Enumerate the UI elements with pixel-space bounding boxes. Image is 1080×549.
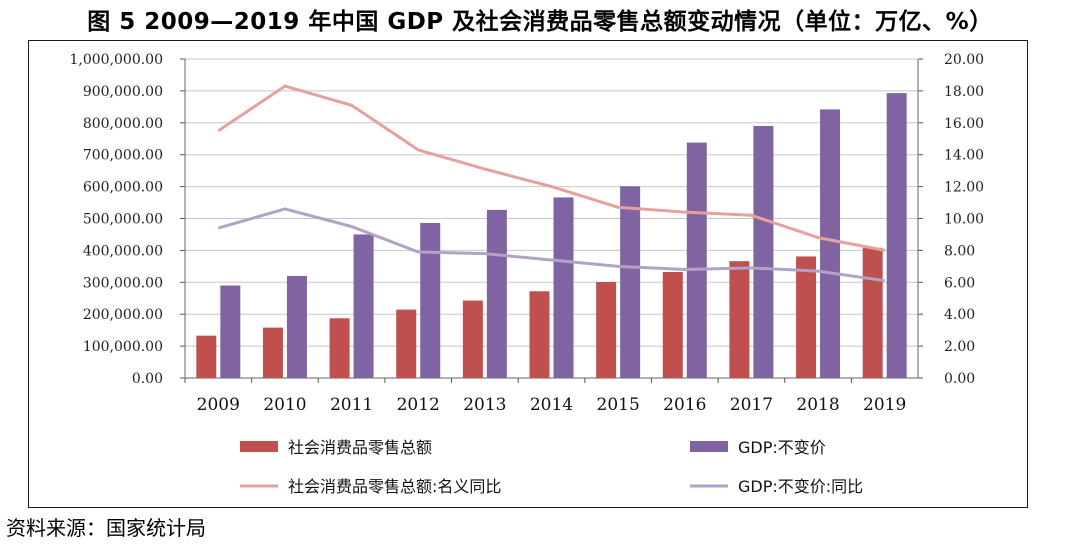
left-axis-tick-label: 600,000.00 bbox=[83, 180, 163, 196]
gdp-growth-line bbox=[217, 207, 885, 283]
gdp-bar bbox=[620, 186, 641, 378]
right-axis-tick-label: 16.00 bbox=[944, 116, 984, 132]
retail-sales-bar bbox=[396, 309, 417, 378]
legend-label: GDP:不变价:同比 bbox=[738, 477, 863, 496]
retail-sales-growth-line bbox=[217, 84, 885, 252]
left-axis-tick-label: 1,000,000.00 bbox=[69, 52, 163, 68]
x-axis-tick-label: 2018 bbox=[796, 395, 839, 415]
left-axis-tick-label: 100,000.00 bbox=[83, 339, 163, 355]
right-axis-tick-label: 4.00 bbox=[944, 307, 975, 323]
x-axis-tick-label: 2014 bbox=[530, 395, 573, 415]
retail-sales-bar bbox=[862, 247, 883, 378]
left-axis-tick-label: 300,000.00 bbox=[83, 275, 163, 291]
right-axis-tick-label: 6.00 bbox=[944, 275, 975, 291]
retail-sales-bar bbox=[529, 291, 550, 378]
gdp-bar bbox=[886, 93, 907, 379]
x-axis-tick-label: 2015 bbox=[597, 395, 640, 415]
legend-label: 社会消费品零售总额 bbox=[288, 438, 432, 457]
gdp-bar bbox=[353, 234, 374, 378]
chart-frame bbox=[28, 40, 1028, 508]
x-axis-tick-label: 2011 bbox=[330, 395, 373, 415]
x-axis-tick-label: 2016 bbox=[663, 395, 706, 415]
left-axis-tick-label: 0.00 bbox=[132, 371, 163, 387]
retail-sales-bar bbox=[729, 261, 750, 378]
left-axis-tick-label: 200,000.00 bbox=[83, 307, 163, 323]
retail-sales-bar bbox=[662, 271, 683, 378]
x-axis-tick-label: 2012 bbox=[397, 395, 440, 415]
gdp-bar bbox=[420, 222, 441, 378]
gdp-bar bbox=[753, 125, 774, 379]
left-axis-tick-label: 700,000.00 bbox=[83, 148, 163, 164]
x-axis-tick-label: 2009 bbox=[197, 395, 240, 415]
retail-sales-bar bbox=[796, 256, 817, 378]
gdp-bar bbox=[220, 285, 241, 378]
source-note: 资料来源：国家统计局 bbox=[6, 516, 206, 540]
right-axis-tick-label: 12.00 bbox=[944, 180, 984, 196]
retail-sales-bar bbox=[462, 300, 483, 378]
x-axis-tick-label: 2017 bbox=[730, 395, 773, 415]
left-axis-tick-label: 800,000.00 bbox=[83, 116, 163, 132]
right-axis-tick-label: 8.00 bbox=[944, 243, 975, 259]
retail-sales-bar bbox=[262, 327, 283, 378]
right-axis-tick-label: 18.00 bbox=[944, 84, 984, 100]
x-axis-tick-label: 2013 bbox=[463, 395, 506, 415]
retail-sales-bar bbox=[596, 282, 617, 378]
legend-label: GDP:不变价 bbox=[738, 438, 826, 457]
right-axis-tick-label: 10.00 bbox=[944, 212, 984, 228]
right-axis-tick-label: 0.00 bbox=[944, 371, 975, 387]
gdp-bar bbox=[486, 209, 507, 378]
left-axis-tick-label: 400,000.00 bbox=[83, 243, 163, 259]
left-axis-tick-label: 900,000.00 bbox=[83, 84, 163, 100]
legend-label: 社会消费品零售总额:名义同比 bbox=[288, 477, 501, 496]
gdp-bar bbox=[553, 197, 574, 378]
legend-swatch bbox=[240, 441, 278, 452]
left-axis-tick-label: 500,000.00 bbox=[83, 212, 163, 228]
retail-sales-bar bbox=[196, 335, 217, 378]
right-axis-tick-label: 2.00 bbox=[944, 339, 975, 355]
right-axis-tick-label: 20.00 bbox=[944, 52, 984, 68]
chart-title: 图 5 2009—2019 年中国 GDP 及社会消费品零售总额变动情况（单位：… bbox=[87, 9, 993, 35]
legend-swatch bbox=[690, 441, 728, 452]
gdp-bar bbox=[686, 142, 707, 378]
x-axis-tick-label: 2010 bbox=[263, 395, 306, 415]
right-axis-tick-label: 14.00 bbox=[944, 148, 984, 164]
gdp-bar bbox=[286, 275, 307, 378]
gdp-bar bbox=[820, 109, 841, 378]
x-axis-tick-label: 2019 bbox=[863, 395, 906, 415]
retail-sales-bar bbox=[329, 318, 350, 378]
